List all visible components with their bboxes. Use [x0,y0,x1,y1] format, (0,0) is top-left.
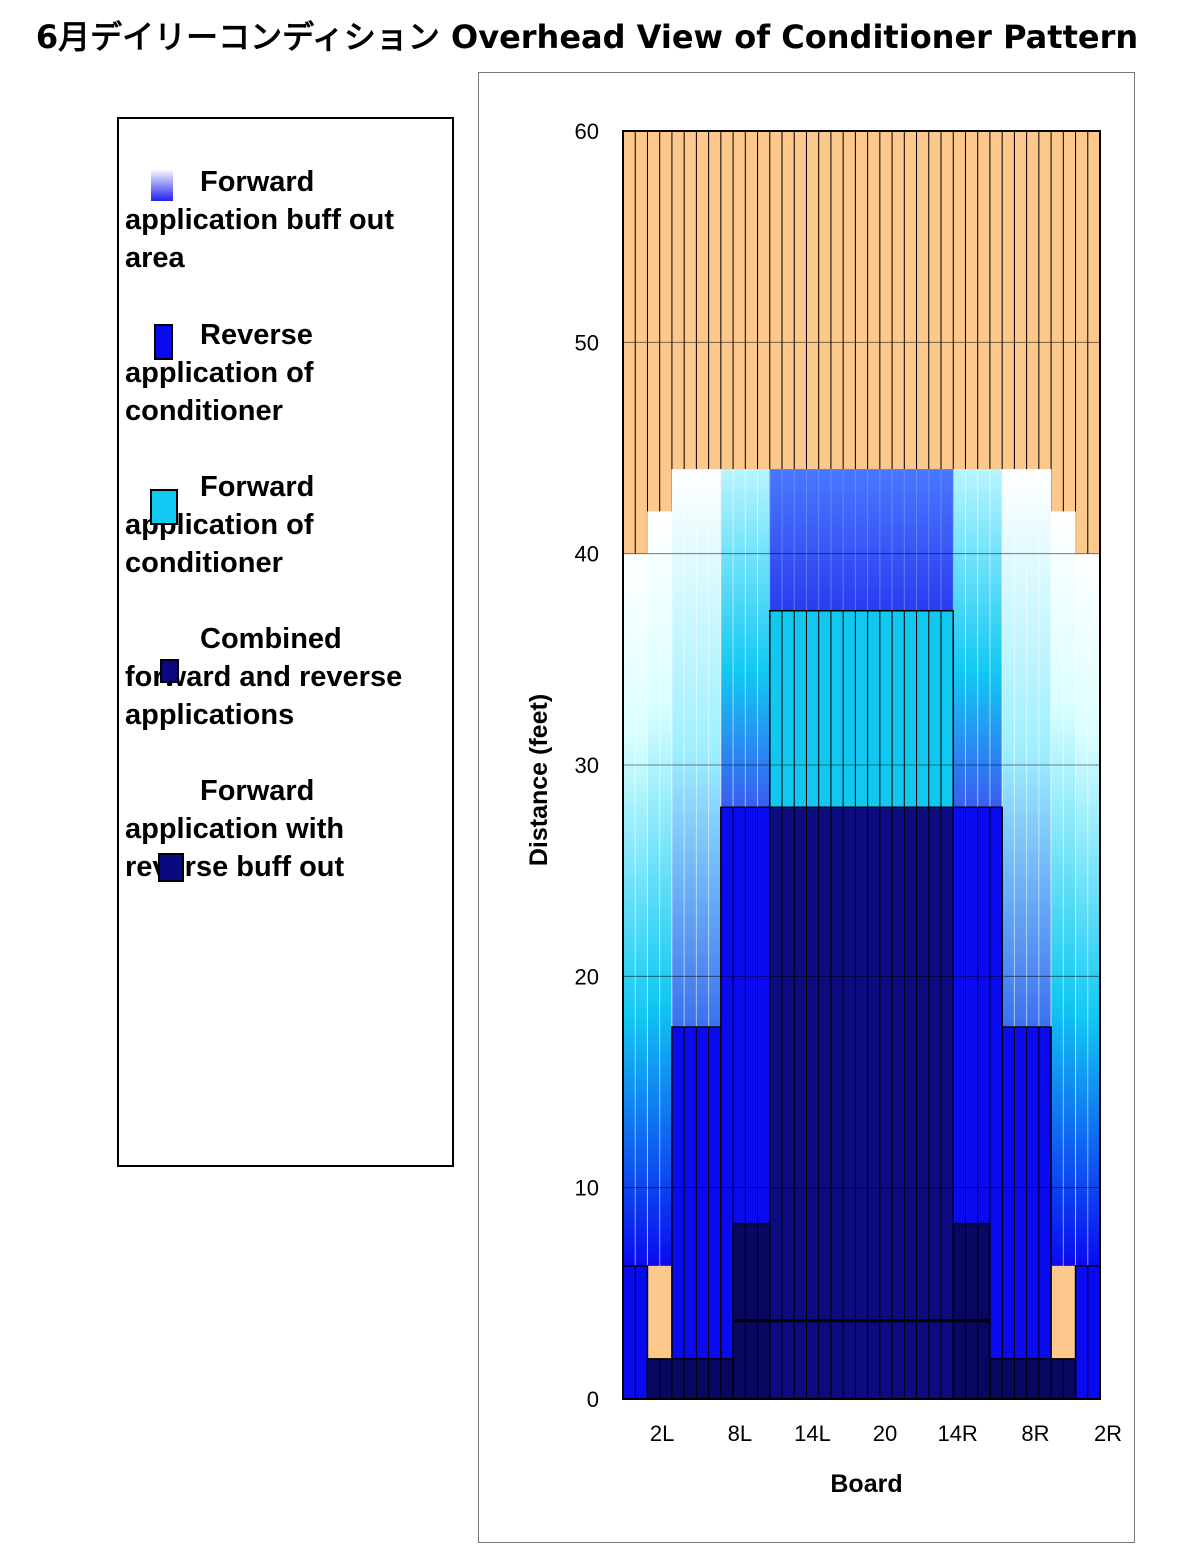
y-tick-label: 10 [575,1176,599,1201]
x-tick-label: 8L [728,1421,752,1446]
legend-swatch-buff-out [151,169,173,201]
forward-band-0 [769,609,954,809]
legend-label: Reverse application of conditioner [125,319,314,427]
legend-swatch-combined [160,659,179,683]
x-axis-title: Board [830,1470,902,1498]
legend: Forward application buff out area Revers… [117,117,454,1167]
legend-swatch-reverse [154,324,173,360]
reverse-band-0 [769,469,954,611]
legend-label: Forward application of conditioner [125,471,315,579]
y-tick-label: 50 [575,330,599,355]
legend-item-buff-out: Forward application buff out area [125,163,449,277]
y-tick-label: 20 [575,964,599,989]
y-tick-label: 40 [575,542,599,567]
legend-swatch-reverse-buff [158,853,184,882]
reverse-lines-0 [769,469,954,611]
y-tick-label: 30 [575,753,599,778]
combined-block-0 [732,1222,771,1400]
page-title: 6月デイリーコンディション Overhead View of Condition… [35,18,1139,56]
plot-border [622,130,1101,1400]
x-tick-label: 2R [1094,1421,1122,1446]
y-tick-label: 0 [587,1387,599,1412]
forward-lines-0 [769,610,954,808]
x-tick-label: 14L [794,1421,831,1446]
legend-label: Forward application with reverse buff ou… [125,775,345,883]
x-tick-label: 14R [937,1421,977,1446]
combined-block-lines-0 [732,1223,771,1399]
y-axis-title: Distance (feet) [525,694,553,866]
x-tick-label: 8R [1021,1421,1049,1446]
legend-label: Forward application buff out area [125,166,395,274]
combined-band-0 [769,806,954,1400]
combined-strip-0 [646,1358,734,1400]
x-tick-label: 20 [873,1421,897,1446]
y-tick-label: 60 [575,119,599,144]
legend-swatch-forward [150,489,178,525]
combined-block-lines-1 [952,1223,991,1399]
chart: 0 10 20 30 40 50 60 2L 8L 14L 20 14R 8R 2R Board Distan… [525,119,1122,1498]
combined-block-1 [952,1222,991,1400]
x-tick-label: 2L [650,1421,674,1446]
combined-strip-1 [989,1358,1077,1400]
combined-lines-0 [769,807,954,1399]
legend-item-reverse-buff: Forward application with reverse buff ou… [125,772,449,886]
legend-item-reverse: Reverse application of conditioner [125,316,449,430]
combined-strip-lines-0 [646,1358,734,1399]
legend-item-forward: Forward application of conditioner [125,468,449,582]
